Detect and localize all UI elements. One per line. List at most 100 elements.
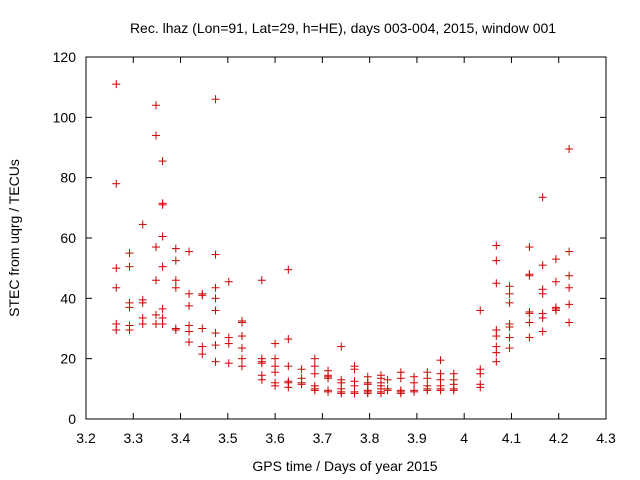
data-point [185, 301, 194, 310]
data-point [112, 326, 121, 335]
data-point [125, 249, 134, 258]
data-point [284, 383, 293, 392]
x-tick-label: 3.9 [407, 430, 427, 446]
data-point [271, 368, 280, 377]
data-point [211, 294, 220, 303]
data-point [350, 365, 359, 374]
data-point [224, 359, 233, 368]
data-point [257, 375, 266, 384]
data-point [198, 342, 207, 351]
data-point [492, 256, 501, 265]
data-point [423, 386, 432, 395]
data-point [436, 386, 445, 395]
data-point [185, 247, 194, 256]
y-tick-label: 20 [60, 351, 76, 367]
data-point [449, 386, 458, 395]
data-point [158, 200, 167, 209]
data-point [198, 291, 207, 300]
data-point [151, 310, 160, 319]
data-point [224, 277, 233, 286]
y-axis-ticks: 0 20 40 60 80 100 120 [53, 49, 606, 427]
data-point [492, 348, 501, 357]
data-point [492, 241, 501, 250]
data-point [138, 298, 147, 307]
data-point [112, 264, 121, 273]
data-point [284, 362, 293, 371]
x-tick-label: 4.1 [502, 430, 522, 446]
data-point [125, 326, 134, 335]
data-point [324, 374, 333, 383]
data-point [505, 282, 514, 291]
x-tick-label: 3.2 [76, 430, 96, 446]
data-point [257, 359, 266, 368]
data-point [171, 256, 180, 265]
data-point [158, 319, 167, 328]
data-point [297, 380, 306, 389]
y-tick-label: 40 [60, 290, 76, 306]
data-point [185, 289, 194, 298]
x-tick-label: 3.4 [171, 430, 191, 446]
data-point [396, 389, 405, 398]
data-point [565, 145, 574, 154]
y-tick-label: 80 [60, 170, 76, 186]
data-point [476, 306, 485, 315]
x-axis-ticks: 3.2 3.3 3.4 3.5 3.6 3.7 3.8 3.9 4 4.1 4.2 4.3 [76, 57, 616, 446]
data-point [505, 333, 514, 342]
x-tick-label: 3.7 [313, 430, 333, 446]
data-point [112, 80, 121, 89]
x-tick-label: 3.6 [265, 430, 285, 446]
data-point [185, 327, 194, 336]
data-point [538, 261, 547, 270]
data-point [211, 306, 220, 315]
data-point [410, 378, 419, 387]
data-point [551, 255, 560, 264]
x-tick-label: 3.3 [124, 430, 144, 446]
x-tick-label: 3.5 [218, 430, 238, 446]
x-tick-label: 4 [460, 430, 468, 446]
data-point [211, 357, 220, 366]
data-point [538, 313, 547, 322]
data-point [525, 318, 534, 327]
x-tick-label: 4.2 [549, 430, 569, 446]
data-point [310, 369, 319, 378]
x-axis-label: GPS time / Days of year 2015 [252, 458, 437, 474]
data-point [211, 341, 220, 350]
data-point [112, 179, 121, 188]
data-point [492, 279, 501, 288]
data-point [538, 327, 547, 336]
data-point [171, 283, 180, 292]
data-point [383, 375, 392, 384]
data-point [238, 318, 246, 327]
data-point [410, 387, 419, 396]
data-point [324, 387, 333, 396]
data-point [125, 303, 134, 312]
data-point [211, 329, 220, 338]
data-point [337, 342, 346, 351]
data-point [297, 365, 306, 374]
data-point [350, 389, 359, 398]
data-point [423, 374, 432, 383]
data-point [171, 244, 180, 253]
data-point [171, 276, 180, 285]
data-point [505, 298, 514, 307]
data-point [158, 262, 167, 271]
data-points [112, 80, 574, 398]
data-point [211, 250, 220, 259]
data-point [310, 362, 319, 371]
data-point [271, 354, 280, 363]
data-point [238, 354, 246, 363]
plot-frame [85, 56, 607, 420]
data-point [363, 389, 372, 398]
data-point [158, 304, 167, 313]
data-point [151, 243, 160, 252]
data-point [551, 277, 560, 286]
data-point [492, 357, 501, 366]
data-point [224, 339, 233, 348]
data-point [565, 247, 574, 256]
y-axis-label: STEC from uqrg / TECUs [6, 159, 22, 317]
data-point [185, 338, 194, 347]
data-point [138, 220, 147, 229]
data-point [505, 289, 514, 298]
data-point [337, 389, 346, 398]
data-point [383, 386, 392, 395]
